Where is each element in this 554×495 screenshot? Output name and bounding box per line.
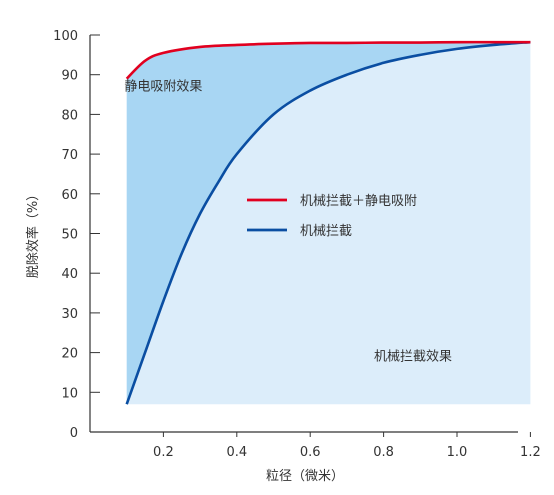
y-tick-label: 70 <box>61 148 78 163</box>
y-tick-label: 0 <box>70 426 78 441</box>
x-tick-label: 0.8 <box>373 445 394 460</box>
annotation-label: 静电吸附效果 <box>124 80 202 95</box>
series-line-mechanical <box>125 40 531 405</box>
x-tick-label: 0.2 <box>153 445 174 460</box>
annotation-label: 机械拦截效果 <box>374 350 452 365</box>
fill-areas <box>126 42 531 405</box>
area-electrostatic-effect <box>126 42 531 405</box>
x-ticks: 0.2 0.4 0.6 0.8 1.0 1.2 <box>153 432 541 460</box>
y-tick-label: 40 <box>61 267 78 282</box>
x-axis-title: 粒径（微米） <box>266 469 344 484</box>
legend-label: 机械拦截 <box>300 224 352 239</box>
series-line-combined <box>125 40 531 80</box>
y-axis-title: 脱除效率（%） <box>25 188 41 278</box>
y-tick-label: 90 <box>61 69 78 84</box>
y-tick-label: 10 <box>61 386 78 401</box>
x-tick-label: 0.4 <box>226 445 247 460</box>
y-tick-label: 60 <box>61 188 78 203</box>
y-tick-label: 20 <box>61 347 78 362</box>
x-tick-label: 1.0 <box>447 445 468 460</box>
y-tick-label: 30 <box>61 307 78 322</box>
x-tick-label: 0.6 <box>300 445 321 460</box>
y-tick-label: 100 <box>53 29 78 44</box>
y-tick-label: 50 <box>61 228 78 243</box>
y-tick-label: 80 <box>61 108 78 123</box>
legend-label: 机械拦截＋静电吸附 <box>300 194 417 209</box>
series-lines <box>125 40 531 405</box>
x-tick-label: 1.2 <box>520 445 541 460</box>
y-ticks: 0 10 20 30 40 50 60 70 80 90 100 <box>53 29 100 441</box>
area-mechanical-effect <box>126 42 531 405</box>
